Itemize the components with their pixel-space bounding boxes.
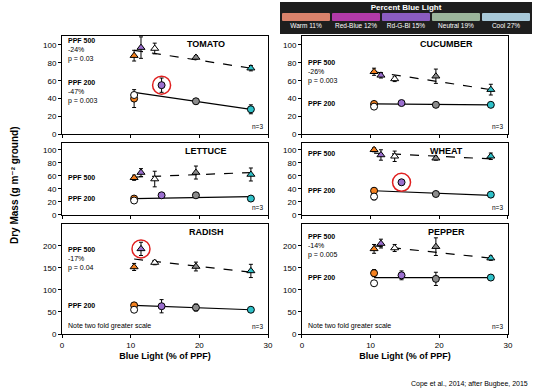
svg-text:PPF 200: PPF 200	[308, 100, 335, 107]
svg-text:20: 20	[435, 341, 444, 350]
svg-text:40: 40	[47, 94, 56, 103]
svg-text:PPF 500-26%p = 0.003: PPF 500-26%p = 0.003	[308, 59, 337, 85]
svg-text:Note two fold greater scale: Note two fold greater scale	[68, 322, 151, 330]
svg-text:PPF 200: PPF 200	[308, 187, 335, 194]
svg-text:CUCUMBER: CUCUMBER	[420, 39, 473, 49]
svg-text:RADISH: RADISH	[189, 227, 224, 237]
svg-text:PPF 200: PPF 200	[68, 195, 95, 202]
svg-text:PEPPER: PEPPER	[428, 227, 465, 237]
svg-text:PPF 200-47%p = 0.003: PPF 200-47%p = 0.003	[68, 79, 97, 105]
svg-text:40: 40	[287, 94, 296, 103]
svg-text:60: 60	[47, 77, 56, 86]
svg-text:n=3: n=3	[492, 323, 503, 330]
svg-text:20: 20	[195, 341, 204, 350]
svg-text:40: 40	[287, 185, 296, 194]
svg-text:100: 100	[283, 286, 297, 295]
svg-text:200: 200	[283, 242, 297, 251]
svg-text:0: 0	[52, 130, 57, 139]
svg-text:80: 80	[47, 159, 56, 168]
svg-text:PPF 500: PPF 500	[308, 150, 335, 157]
svg-text:Note two fold greater scale: Note two fold greater scale	[308, 322, 391, 330]
svg-text:20: 20	[287, 112, 296, 121]
svg-text:PPF 200: PPF 200	[68, 302, 95, 309]
svg-text:PPF 500-17%p = 0.04: PPF 500-17%p = 0.04	[68, 246, 95, 272]
svg-text:60: 60	[287, 172, 296, 181]
svg-text:50: 50	[287, 308, 296, 317]
svg-text:30: 30	[264, 341, 273, 350]
svg-text:0: 0	[52, 330, 57, 339]
svg-text:100: 100	[283, 146, 297, 155]
svg-text:PPF 500-24%p = 0.03: PPF 500-24%p = 0.03	[68, 37, 95, 63]
html-text:Percent Blue Light: Percent Blue Light	[370, 3, 442, 12]
svg-text:PPF 500: PPF 500	[68, 174, 95, 181]
svg-text:Blue Light (% of PPF): Blue Light (% of PPF)	[359, 351, 451, 361]
svg-text:10: 10	[366, 341, 375, 350]
svg-text:100: 100	[43, 41, 57, 50]
svg-text:0: 0	[292, 130, 297, 139]
svg-text:60: 60	[47, 172, 56, 181]
svg-text:100: 100	[283, 41, 297, 50]
svg-text:10: 10	[126, 341, 135, 350]
svg-text:150: 150	[283, 264, 297, 273]
svg-text:n=3: n=3	[252, 123, 263, 130]
svg-text:100: 100	[43, 146, 57, 155]
svg-text:80: 80	[287, 159, 296, 168]
svg-text:Cope et al., 2014; after Bugbe: Cope et al., 2014; after Bugbee, 2015	[411, 380, 528, 388]
html-text:Rd-G-Bl 15%: Rd-G-Bl 15%	[386, 22, 426, 29]
svg-text:Blue Light (% of PPF): Blue Light (% of PPF)	[119, 351, 211, 361]
svg-text:LETTUCE: LETTUCE	[185, 146, 227, 156]
html-text:Warm 11%: Warm 11%	[290, 22, 322, 29]
svg-text:80: 80	[47, 59, 56, 68]
svg-text:WHEAT: WHEAT	[430, 146, 463, 156]
svg-text:n=3: n=3	[492, 123, 503, 130]
svg-text:50: 50	[47, 308, 56, 317]
svg-text:n=3: n=3	[252, 204, 263, 211]
svg-text:20: 20	[47, 112, 56, 121]
svg-text:80: 80	[287, 59, 296, 68]
svg-text:30: 30	[504, 341, 513, 350]
svg-text:200: 200	[43, 242, 57, 251]
svg-text:100: 100	[43, 286, 57, 295]
svg-text:0: 0	[300, 341, 305, 350]
svg-text:0: 0	[292, 211, 297, 220]
svg-text:0: 0	[52, 211, 57, 220]
html-text:Cool 27%: Cool 27%	[491, 22, 521, 29]
svg-text:PPF 200: PPF 200	[308, 274, 335, 281]
svg-text:0: 0	[292, 330, 297, 339]
svg-text:40: 40	[47, 185, 56, 194]
html-text:Neutral 19%: Neutral 19%	[438, 22, 474, 29]
svg-text:n=3: n=3	[252, 323, 263, 330]
html-text:Red-Blue 12%: Red-Blue 12%	[335, 22, 377, 29]
svg-text:60: 60	[287, 77, 296, 86]
svg-text:PPF 500-14%p = 0.005: PPF 500-14%p = 0.005	[308, 233, 337, 259]
svg-text:20: 20	[287, 198, 296, 207]
svg-text:n=3: n=3	[492, 204, 503, 211]
svg-text:Dry Mass (g m⁻² ground): Dry Mass (g m⁻² ground)	[9, 126, 20, 244]
svg-text:0: 0	[60, 341, 65, 350]
svg-text:TOMATO: TOMATO	[187, 39, 225, 49]
svg-text:20: 20	[47, 198, 56, 207]
svg-text:150: 150	[43, 264, 57, 273]
